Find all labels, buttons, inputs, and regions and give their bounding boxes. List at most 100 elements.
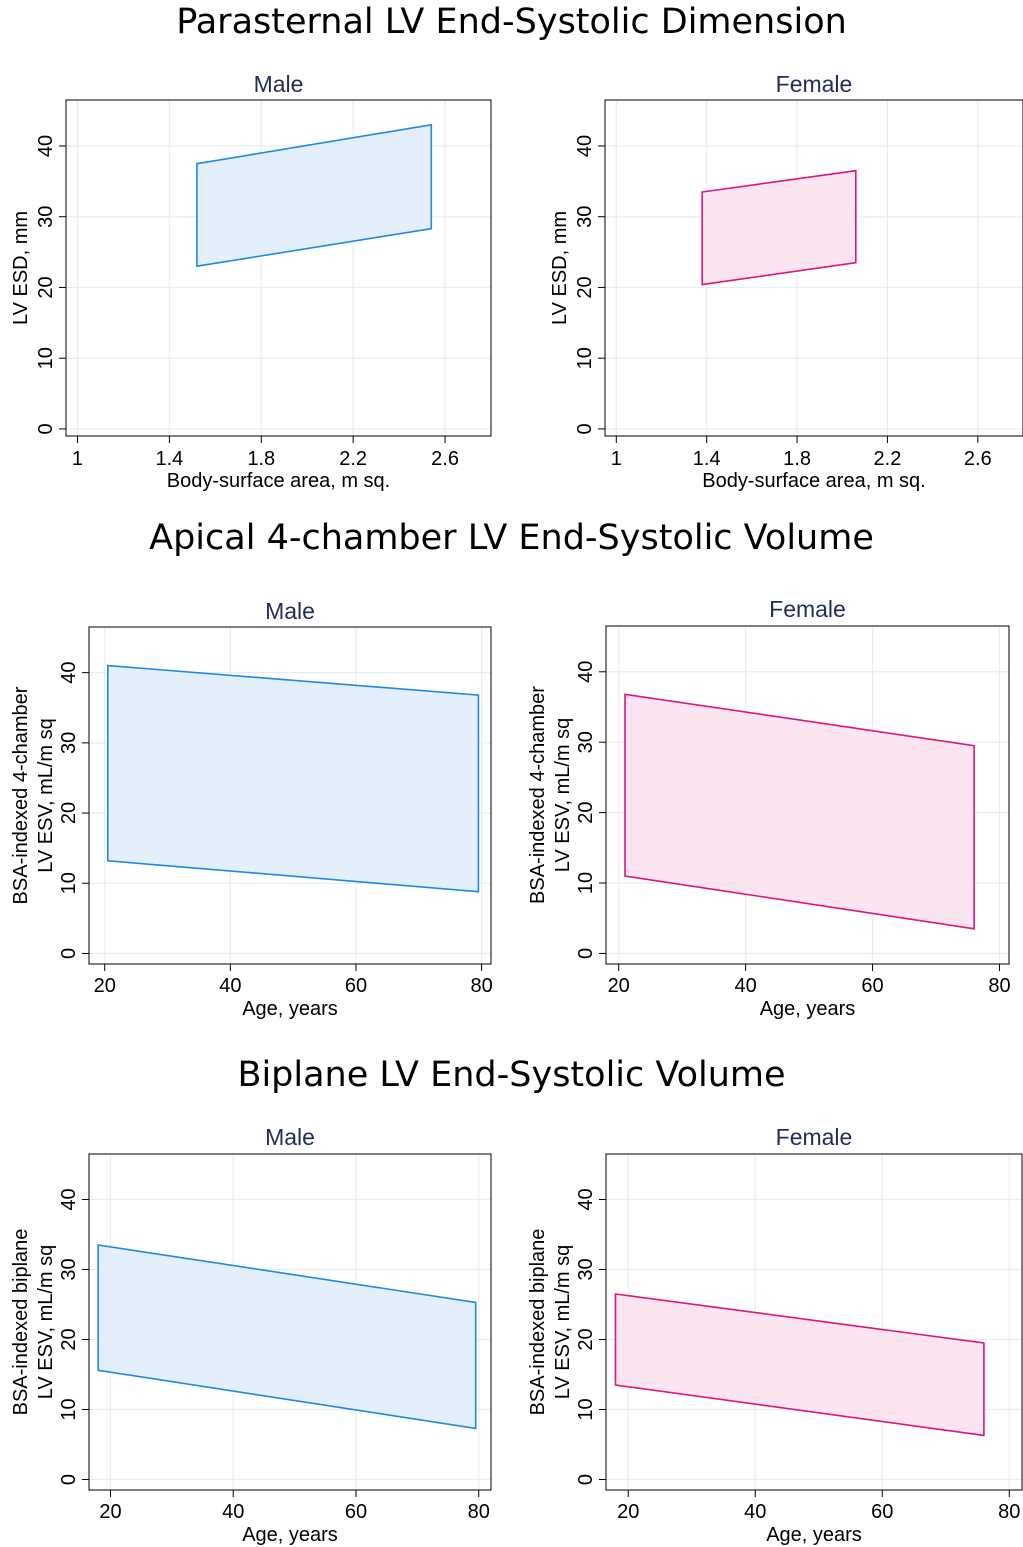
panel-title: Male [254, 71, 304, 97]
panel-title: Female [776, 1124, 853, 1150]
x-tick-label: 80 [470, 975, 492, 997]
reference-range-band [107, 664, 480, 893]
x-tick-label: 1.4 [693, 448, 721, 470]
y-tick-label: 20 [58, 802, 80, 824]
plot-frame [604, 99, 1023, 437]
x-tick-label: 1.4 [155, 448, 183, 470]
x-tick-label: 40 [222, 1501, 244, 1523]
x-tick-label: 1.8 [247, 448, 275, 470]
x-tick-label: 60 [871, 1501, 893, 1523]
plot-frame [605, 1153, 1023, 1491]
x-tick-label: 40 [744, 1501, 766, 1523]
y-tick-label: 0 [58, 948, 80, 959]
y-axis-label: LV ESV, mL/m sq [552, 1245, 574, 1400]
y-tick-label: 30 [574, 206, 596, 228]
y-tick-label: 10 [575, 872, 597, 894]
y-axis-label: BSA-indexed 4-chamber [10, 686, 32, 904]
x-tick-label: 60 [345, 975, 367, 997]
y-tick-label: 40 [35, 135, 57, 157]
plot-frame [65, 99, 492, 437]
x-tick-label: 1 [611, 448, 622, 470]
reference-range-band [614, 1293, 985, 1437]
y-axis-label: LV ESD, mm [10, 211, 32, 325]
y-tick-label: 0 [575, 1474, 597, 1485]
y-tick-label: 10 [58, 872, 80, 894]
x-axis-label: Body-surface area, m sq. [702, 470, 925, 492]
x-tick-label: 60 [345, 1501, 367, 1523]
panel-title: Male [265, 598, 315, 624]
y-tick-label: 0 [58, 1474, 80, 1485]
x-tick-label: 80 [998, 1501, 1020, 1523]
section-title-apical-4-chamber: Apical 4-chamber LV End-Systolic Volume [149, 518, 874, 558]
y-tick-label: 10 [574, 347, 596, 369]
y-tick-label: 20 [35, 276, 57, 298]
x-tick-label: 1 [72, 448, 83, 470]
y-tick-label: 30 [575, 731, 597, 753]
reference-range-band [624, 693, 975, 930]
plot-frame [88, 626, 492, 965]
y-tick-label: 40 [58, 662, 80, 684]
x-axis-label: Age, years [760, 998, 856, 1020]
x-tick-label: 2.6 [431, 448, 459, 470]
section-title-parasternal: Parasternal LV End-Systolic Dimension [176, 2, 847, 42]
reference-range-band [97, 1244, 477, 1430]
y-axis-label: LV ESV, mL/m sq [35, 1245, 57, 1400]
y-axis-label: LV ESV, mL/m sq [35, 718, 57, 873]
x-tick-label: 20 [94, 975, 116, 997]
reference-range-band [196, 123, 433, 268]
chart-panel-3: 20 40 60 80 0 10 20 30 40 Male Age, years BSA-index… [10, 598, 493, 1020]
y-tick-label: 40 [58, 1188, 80, 1210]
x-tick-label: 20 [617, 1501, 639, 1523]
y-tick-label: 20 [574, 276, 596, 298]
x-tick-label: 20 [99, 1501, 121, 1523]
panel-title: Male [265, 1124, 315, 1150]
y-axis-label: LV ESD, mm [549, 211, 571, 325]
y-axis-label: BSA-indexed biplane [527, 1229, 549, 1416]
chart-panel-4: 20 40 60 80 0 10 20 30 40 Female Age, years BSA-ind… [527, 596, 1011, 1020]
y-tick-label: 0 [575, 948, 597, 959]
x-tick-label: 2.2 [874, 448, 902, 470]
y-tick-label: 10 [58, 1398, 80, 1420]
y-tick-label: 30 [58, 732, 80, 754]
x-tick-label: 40 [219, 975, 241, 997]
reference-range-band [701, 169, 857, 286]
y-tick-label: 30 [58, 1258, 80, 1280]
chart-panel-6: 20 40 60 80 0 10 20 30 40 Female Age, years BSA-ind… [527, 1124, 1023, 1546]
y-tick-label: 40 [575, 1188, 597, 1210]
x-tick-label: 2.6 [964, 448, 992, 470]
y-axis-label: BSA-indexed biplane [10, 1229, 32, 1416]
y-tick-label: 20 [58, 1328, 80, 1350]
y-tick-label: 10 [35, 347, 57, 369]
x-tick-label: 20 [608, 975, 630, 997]
x-tick-label: 80 [988, 975, 1010, 997]
x-tick-label: 40 [734, 975, 756, 997]
x-axis-label: Age, years [242, 998, 338, 1020]
y-tick-label: 0 [574, 423, 596, 434]
section-title-biplane: Biplane LV End-Systolic Volume [237, 1055, 786, 1095]
x-tick-label: 60 [861, 975, 883, 997]
plot-frame [88, 1153, 492, 1491]
x-axis-label: Age, years [766, 1524, 862, 1546]
chart-panel-2: 1 1.4 1.8 2.2 2.6 0 10 20 30 40 Female Body-surface… [549, 71, 1023, 492]
y-tick-label: 0 [35, 423, 57, 434]
y-tick-label: 30 [575, 1258, 597, 1280]
plot-frame [605, 625, 1010, 965]
x-tick-label: 1.8 [783, 448, 811, 470]
chart-panel-1: 1 1.4 1.8 2.2 2.6 0 10 20 30 40 Male Body-surface a… [10, 71, 492, 492]
y-tick-label: 30 [35, 206, 57, 228]
y-tick-label: 40 [574, 135, 596, 157]
y-axis-label: LV ESV, mL/m sq [552, 718, 574, 873]
y-tick-label: 20 [575, 1328, 597, 1350]
x-tick-label: 2.2 [339, 448, 367, 470]
chart-panel-5: 20 40 60 80 0 10 20 30 40 Male Age, years BSA-index… [10, 1124, 492, 1546]
x-tick-label: 80 [468, 1501, 490, 1523]
y-axis-label: BSA-indexed 4-chamber [527, 686, 549, 904]
panel-title: Female [776, 71, 853, 97]
x-axis-label: Age, years [242, 1524, 338, 1546]
x-axis-label: Body-surface area, m sq. [167, 470, 390, 492]
y-tick-label: 20 [575, 801, 597, 823]
y-tick-label: 40 [575, 661, 597, 683]
y-tick-label: 10 [575, 1398, 597, 1420]
panel-title: Female [769, 596, 846, 622]
